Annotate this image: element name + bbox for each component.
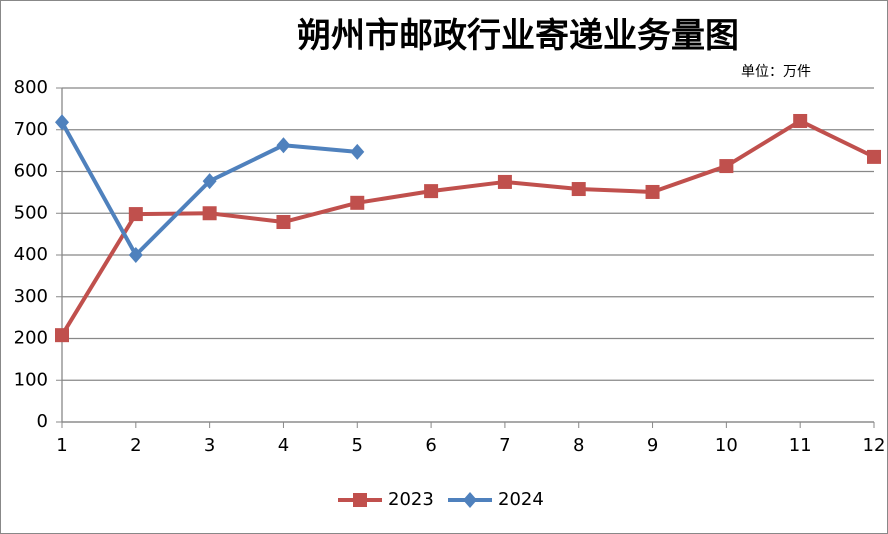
point [645,184,660,199]
x-tick-label: 2 [130,435,141,456]
point [350,143,365,160]
point [571,182,586,197]
point [128,247,143,263]
point [55,114,69,131]
y-tick-label: 300 [14,286,48,307]
point [276,215,291,230]
point [202,206,217,221]
x-tick-label: 4 [278,435,289,456]
point [867,149,881,164]
chart-title: 朔州市邮政行业寄递业务量图 [297,16,739,56]
point [128,207,143,222]
point [497,174,512,189]
x-tick-label: 8 [573,435,584,456]
line [60,118,875,337]
x-tick-label: 7 [499,435,510,456]
y-tick-label: 800 [14,77,48,98]
y-tick-label: 700 [14,119,48,140]
x-tick-label: 10 [715,435,738,456]
point [55,328,69,343]
y-tick-label: 100 [14,369,48,390]
y-tick-label: 500 [14,202,48,223]
x-tick-label: 5 [352,435,363,456]
point [353,493,367,507]
y-tick-label: 400 [14,244,48,265]
legend-label: 2023 [388,489,434,510]
x-tick-label: 6 [425,435,436,456]
x-tick-label: 12 [863,435,886,456]
point [202,173,217,190]
y-tick-label: 600 [14,161,48,182]
point [350,195,365,210]
x-tick-label: 11 [789,435,812,456]
x-tick-label: 1 [56,435,67,456]
x-tick-label: 9 [647,435,658,456]
y-tick-label: 0 [37,411,48,432]
annotation: 单位：万件 [741,64,811,80]
y-tick-label: 200 [14,328,48,349]
point [463,492,477,508]
point [276,137,291,154]
legend-label: 2024 [498,489,544,510]
x-tick-label: 3 [204,435,215,456]
point [793,113,808,128]
point [424,184,439,199]
point [719,159,734,174]
